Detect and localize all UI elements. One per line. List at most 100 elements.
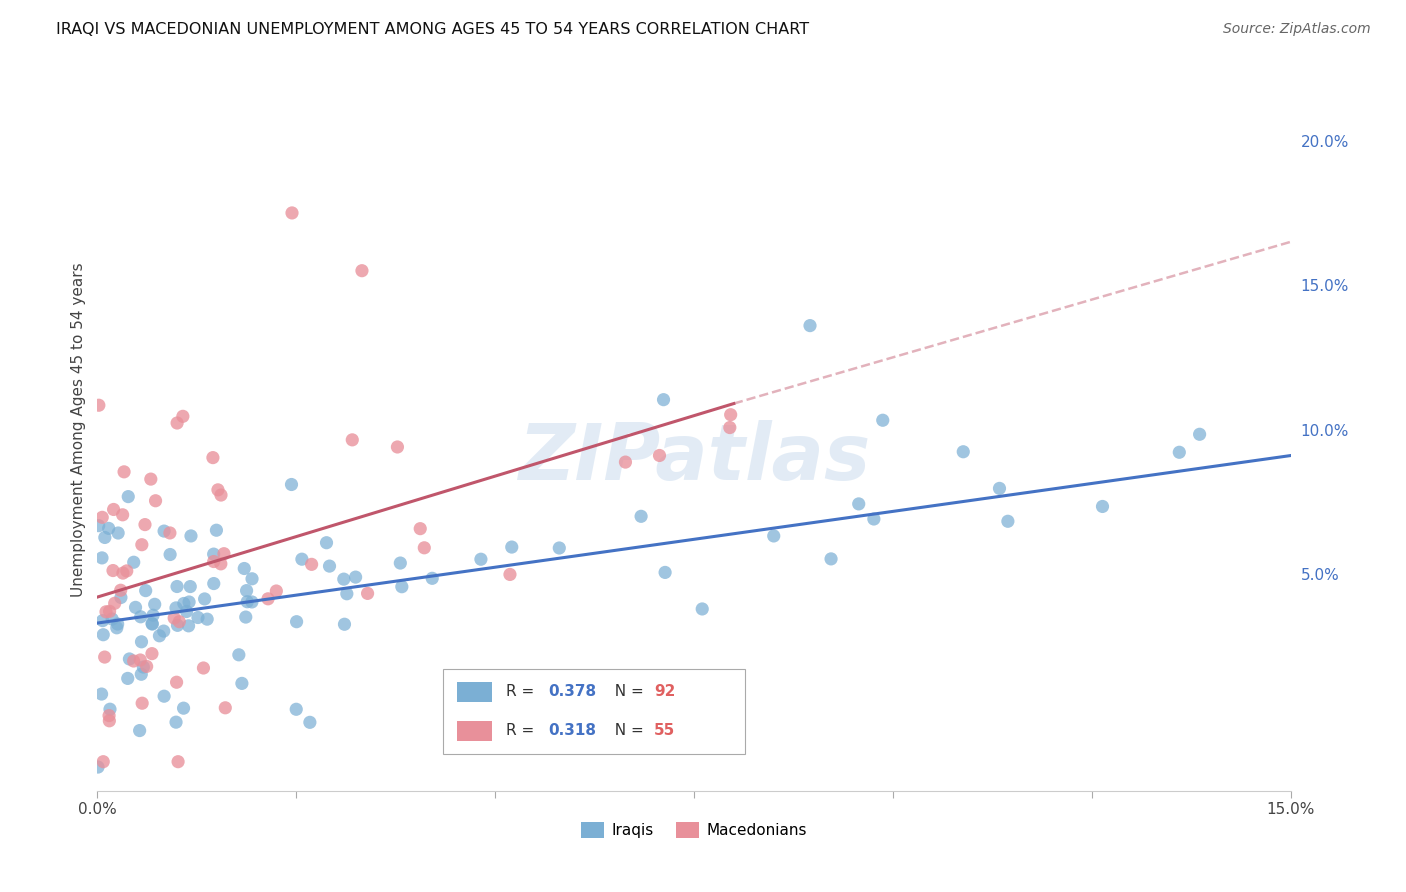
Point	[762, 529, 785, 543]
Point	[153, 524, 176, 538]
Point	[134, 517, 156, 532]
Point	[298, 715, 321, 730]
Point	[143, 597, 166, 611]
Point	[141, 647, 163, 661]
Point	[110, 591, 132, 605]
Point	[501, 540, 523, 554]
Text: ZIPatlas: ZIPatlas	[517, 420, 870, 497]
Text: N =: N =	[605, 723, 648, 739]
Point	[93, 650, 115, 665]
Point	[389, 556, 412, 570]
Point	[152, 624, 174, 639]
Text: 0.378: 0.378	[548, 684, 596, 699]
Point	[135, 659, 157, 673]
Point	[115, 564, 138, 578]
Point	[820, 552, 842, 566]
Point	[166, 675, 188, 690]
Point	[718, 420, 741, 434]
Point	[387, 440, 409, 454]
Point	[131, 696, 153, 710]
Point	[652, 392, 675, 407]
Point	[148, 629, 170, 643]
Point	[104, 596, 127, 610]
Point	[280, 477, 302, 491]
Point	[207, 483, 229, 497]
Point	[266, 584, 288, 599]
Point	[97, 521, 120, 535]
Point	[91, 614, 114, 628]
Point	[235, 610, 257, 624]
Point	[87, 518, 110, 533]
Point	[132, 660, 155, 674]
Point	[87, 398, 110, 412]
Point	[291, 552, 314, 566]
Text: 55: 55	[654, 723, 675, 739]
Point	[195, 612, 218, 626]
Point	[233, 561, 256, 575]
Point	[139, 472, 162, 486]
Point	[654, 566, 676, 580]
Point	[177, 619, 200, 633]
Point	[159, 525, 181, 540]
Point	[141, 617, 163, 632]
Point	[391, 580, 413, 594]
Point	[98, 714, 121, 728]
Point	[167, 755, 190, 769]
Point	[173, 701, 195, 715]
Point	[202, 547, 225, 561]
Point	[101, 564, 124, 578]
Point	[103, 502, 125, 516]
Point	[342, 433, 364, 447]
Point	[228, 648, 250, 662]
Point	[159, 548, 181, 562]
Point	[863, 512, 886, 526]
Point	[112, 465, 135, 479]
Point	[131, 635, 153, 649]
Point	[141, 616, 163, 631]
Point	[413, 541, 436, 555]
Point	[166, 416, 188, 430]
Point	[91, 755, 114, 769]
Point	[997, 514, 1019, 528]
Point	[952, 444, 974, 458]
Point	[409, 522, 432, 536]
Point	[90, 687, 112, 701]
Point	[117, 672, 139, 686]
Point	[165, 715, 187, 730]
Point	[91, 510, 114, 524]
Point	[333, 572, 356, 586]
Point	[91, 550, 114, 565]
Point	[128, 723, 150, 738]
Point	[94, 531, 117, 545]
Point	[1188, 427, 1211, 442]
Point	[614, 455, 637, 469]
Point	[166, 580, 188, 594]
Text: IRAQI VS MACEDONIAN UNEMPLOYMENT AMONG AGES 45 TO 54 YEARS CORRELATION CHART: IRAQI VS MACEDONIAN UNEMPLOYMENT AMONG A…	[56, 22, 810, 37]
Point	[166, 618, 188, 632]
Text: 92: 92	[654, 684, 675, 699]
Point	[142, 608, 165, 623]
Point	[187, 610, 209, 624]
Point	[129, 653, 152, 667]
Point	[240, 572, 263, 586]
Point	[499, 567, 522, 582]
Point	[209, 488, 232, 502]
Point	[318, 559, 340, 574]
Point	[201, 450, 224, 465]
Point	[153, 689, 176, 703]
Point	[212, 547, 235, 561]
Point	[420, 571, 443, 585]
Point	[1168, 445, 1191, 459]
Point	[129, 667, 152, 681]
Point	[720, 408, 742, 422]
Point	[107, 617, 129, 632]
Point	[169, 615, 191, 629]
Point	[257, 591, 280, 606]
Point	[105, 621, 128, 635]
Point	[240, 595, 263, 609]
Point	[131, 538, 153, 552]
Point	[799, 318, 821, 333]
Point	[111, 566, 134, 580]
Point	[94, 605, 117, 619]
Point	[205, 523, 228, 537]
